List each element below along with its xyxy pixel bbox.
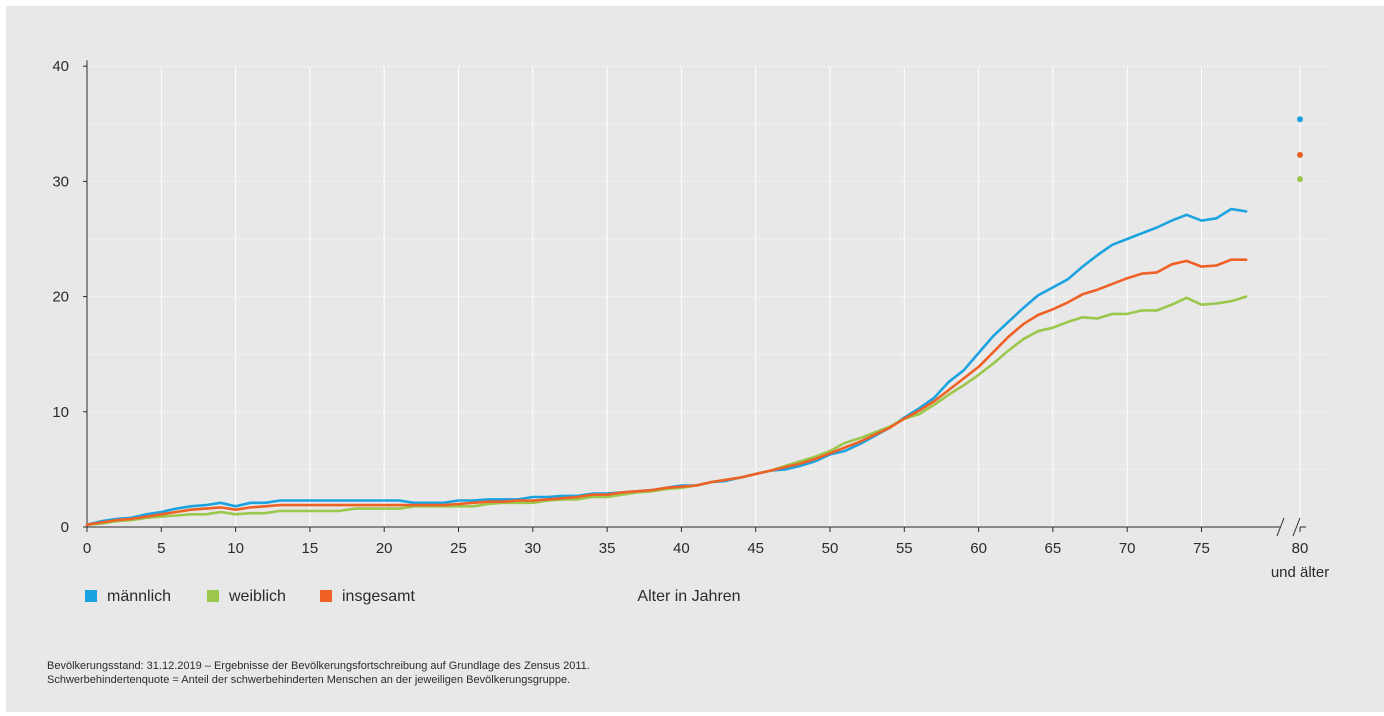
footnote-population-date: Bevölkerungsstand: 31.12.2019 – Ergebnis… [47,660,590,672]
series-line-weiblich [85,295,1248,527]
x-tick-label: 50 [822,540,839,557]
x-tick-label: 10 [227,540,244,557]
grid-layer [87,65,1330,527]
x-tick-label: 70 [1119,540,1136,557]
axis-break-mark [1276,517,1285,537]
legend-label-insgesamt: insgesamt [342,588,415,605]
x-tick-label: 20 [376,540,393,557]
x-tick-label: 55 [896,540,913,557]
y-tick-label: 40 [52,58,69,75]
x-tick-label: 5 [157,540,165,557]
axes: 0 10 20 30 40 0 5 10 15 20 25 30 35 40 45 50 55 60 65 70 75 8… [52,58,1329,581]
axis-break-mark [1292,517,1301,537]
x-tick-label: 80 [1292,540,1309,557]
legend-swatch-weiblich [207,590,219,602]
x-tick-label: 60 [970,540,987,557]
footnote-definition: Schwerbehindertenquote = Anteil der schw… [47,674,571,686]
legend-swatch-insgesamt [320,590,332,602]
x-tick-label: 35 [599,540,616,557]
series-endpoint-insgesamt [1297,151,1303,158]
x-tick-label: 25 [450,540,467,557]
y-tick-label: 10 [52,404,69,421]
legend: männlich weiblich insgesamt [85,588,415,605]
legend-swatch-männlich [85,590,97,602]
x-tick-label-suffix: und älter [1271,564,1329,581]
legend-label-weiblich: weiblich [228,588,286,605]
series-endpoint-weiblich [1297,176,1303,183]
y-tick-label: 0 [61,519,69,536]
x-tick-label: 0 [83,540,91,557]
x-axis-title: Alter in Jahren [637,588,740,605]
x-tick-label: 65 [1045,540,1062,557]
y-tick-label: 30 [52,173,69,190]
x-tick-label: 75 [1193,540,1210,557]
x-tick-label: 15 [302,540,319,557]
series-layer [85,116,1303,527]
series-endpoint-männlich [1297,116,1303,123]
series-line-männlich [85,207,1248,527]
x-tick-label: 40 [673,540,690,557]
legend-label-männlich: männlich [107,588,171,605]
x-tick-label: 45 [747,540,764,557]
y-tick-label: 20 [52,289,69,306]
series-line-insgesamt [85,258,1248,527]
x-tick-label: 30 [524,540,541,557]
